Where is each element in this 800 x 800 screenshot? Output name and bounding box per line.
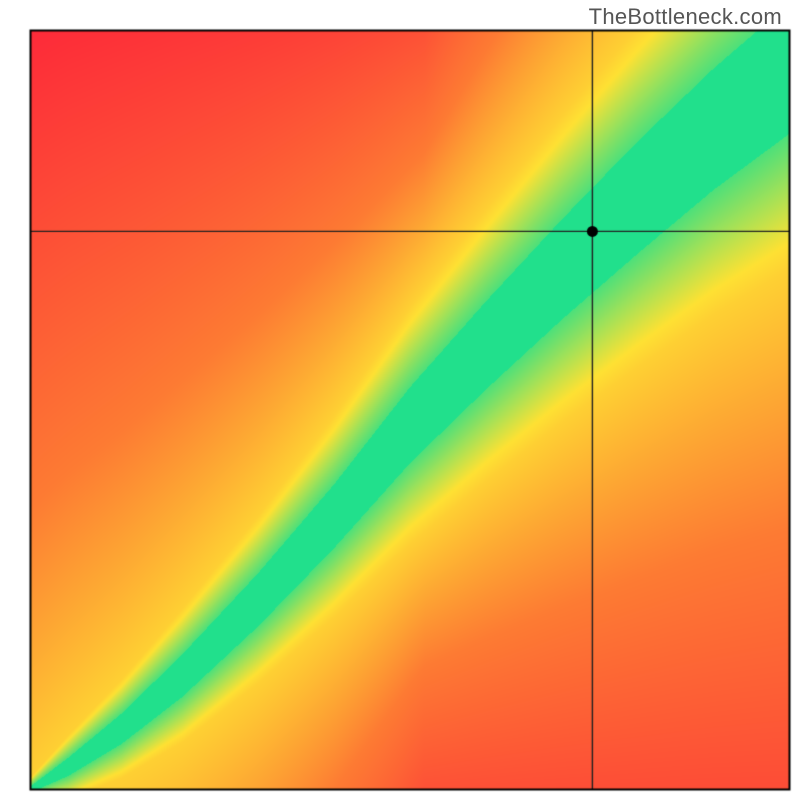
watermark-text: TheBottleneck.com	[589, 4, 782, 30]
heatmap-canvas	[0, 0, 800, 800]
chart-container: TheBottleneck.com	[0, 0, 800, 800]
